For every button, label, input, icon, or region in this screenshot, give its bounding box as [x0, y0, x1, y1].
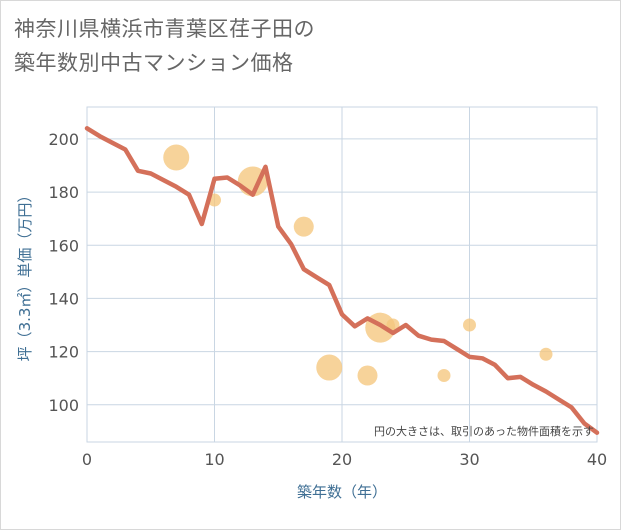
chart-title-line-2: 築年数別中古マンション価格 [14, 51, 294, 75]
y-tick-label: 120 [48, 343, 79, 362]
x-tick-label: 30 [459, 450, 479, 469]
size-annotation: 円の大きさは、取引のあった物件面積を示す [374, 424, 594, 438]
transaction-bubble [293, 216, 314, 237]
y-tick-label: 180 [48, 183, 79, 202]
transaction-bubble [386, 318, 400, 332]
trend-line-group [84, 126, 600, 435]
transaction-bubble [357, 365, 378, 386]
chart-title: 神奈川県横浜市青葉区荏子田の 築年数別中古マンション価格 [14, 12, 315, 80]
tick-labels: 0 10 20 30 40 100 120 140 160 180 200 [48, 130, 607, 469]
x-tick-label: 20 [332, 450, 352, 469]
transaction-bubble [163, 144, 190, 171]
transaction-bubble [437, 369, 451, 383]
transaction-bubble [316, 354, 343, 381]
transaction-bubble [463, 318, 476, 332]
trend-line [84, 126, 600, 435]
y-tick-label: 140 [48, 289, 79, 308]
grid-lines [86, 106, 598, 443]
y-tick-label: 100 [48, 396, 79, 415]
x-axis-title: 築年数（年） [297, 483, 387, 501]
chart-title-line-1: 神奈川県横浜市青葉区荏子田の [14, 17, 315, 41]
transaction-bubble [539, 347, 553, 361]
x-tick-label: 10 [204, 450, 224, 469]
y-tick-label: 200 [48, 130, 79, 149]
x-tick-label: 0 [82, 450, 92, 469]
y-tick-label: 160 [48, 236, 79, 255]
y-axis-title: 坪（3.3㎡）単価（万円） [16, 188, 34, 362]
x-tick-label: 40 [587, 450, 607, 469]
transaction-bubbles [163, 144, 553, 386]
